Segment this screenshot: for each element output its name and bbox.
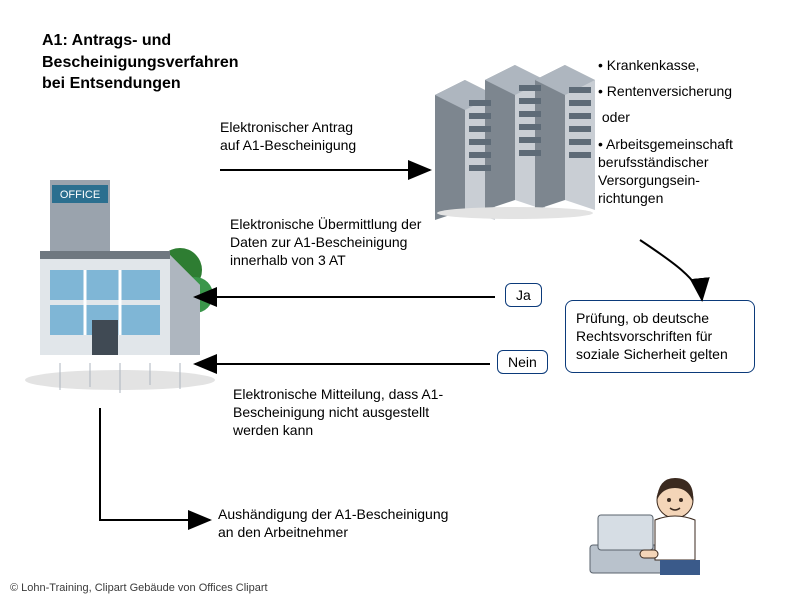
institution-buildings-graphic (435, 45, 595, 225)
bullet-item: • Rentenversicherung (598, 82, 733, 100)
decision-box: Prüfung, ob deutsche Rechtsvorschriften … (565, 300, 755, 373)
diagram-title: A1: Antrags- und Bescheinigungsverfahren… (42, 30, 239, 95)
employee-graphic (580, 460, 720, 585)
arrow-to-employee (100, 408, 210, 520)
label-antrag: Elektronischer Antrag auf A1-Bescheinigu… (220, 118, 356, 154)
bullet-item: • Arbeitsgemeinschaft berufsständischer … (598, 135, 733, 208)
label-handout: Aushändigung der A1-Bescheinigung an den… (218, 505, 448, 541)
institution-bullets: • Krankenkasse, • Rentenversicherung ode… (598, 56, 733, 215)
office-sign: OFFICE (60, 189, 100, 201)
arrow-to-decision (640, 240, 702, 300)
label-nein-flow: Elektronische Mitteilung, dass A1- Besch… (233, 385, 443, 440)
label-ja-flow: Elektronische Übermittlung der Daten zur… (230, 215, 421, 270)
copyright-note: © Lohn-Training, Clipart Gebäude von Off… (10, 582, 268, 594)
ja-box: Ja (505, 283, 542, 307)
bullet-item: oder (598, 108, 733, 126)
office-building-graphic: OFFICE (20, 155, 220, 400)
bullet-item: • Krankenkasse, (598, 56, 733, 74)
nein-box: Nein (497, 350, 548, 374)
